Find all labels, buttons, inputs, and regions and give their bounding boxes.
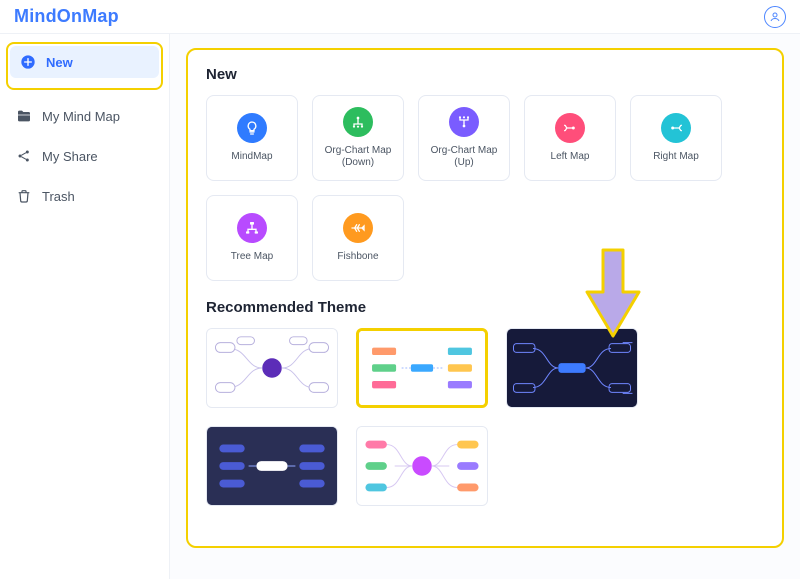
sidebar-label-myshare: My Share [42, 149, 98, 164]
fish-icon [343, 213, 373, 243]
template-label: Fishbone [333, 251, 382, 263]
brand-logo: MindOnMap [14, 6, 119, 27]
template-card[interactable]: MindMap [206, 95, 298, 181]
profile-avatar[interactable] [764, 6, 786, 28]
sidebar-label-mymindmap: My Mind Map [42, 109, 120, 124]
orgup-icon [449, 107, 479, 137]
share-icon [16, 148, 32, 164]
template-label: Tree Map [227, 251, 277, 263]
tree-icon [237, 213, 267, 243]
theme-card[interactable] [506, 328, 638, 408]
template-card[interactable]: Right Map [630, 95, 722, 181]
section-title-themes: Recommended Theme [206, 299, 764, 316]
theme-row [206, 328, 764, 506]
left-icon [555, 113, 585, 143]
template-card[interactable]: Fishbone [312, 195, 404, 281]
sidebar-label-new: New [46, 55, 73, 70]
section-title-new: New [206, 66, 764, 83]
template-label: Org-Chart Map (Down) [313, 145, 403, 169]
sidebar-item-mymindmap[interactable]: My Mind Map [6, 100, 163, 132]
template-card[interactable]: Tree Map [206, 195, 298, 281]
content-panel: New MindMap Org-Chart Map (Down) Org-Chart… [186, 48, 784, 548]
template-row: MindMap Org-Chart Map (Down) Org-Chart Map… [206, 95, 764, 281]
topbar: MindOnMap [0, 0, 800, 34]
sidebar-item-trash[interactable]: Trash [6, 180, 163, 212]
template-label: Right Map [649, 151, 703, 163]
template-label: Left Map [547, 151, 594, 163]
template-label: MindMap [227, 151, 276, 163]
template-label: Org-Chart Map (Up) [419, 145, 509, 169]
main-area: New MindMap Org-Chart Map (Down) Org-Chart… [170, 34, 800, 579]
bulb-icon [237, 113, 267, 143]
orgdown-icon [343, 107, 373, 137]
user-icon [769, 11, 781, 23]
theme-card[interactable] [206, 426, 338, 506]
right-icon [661, 113, 691, 143]
template-card[interactable]: Left Map [524, 95, 616, 181]
theme-card[interactable] [356, 426, 488, 506]
sidebar-item-new[interactable]: New [10, 46, 159, 78]
sidebar-new-highlight: New [6, 42, 163, 90]
template-card[interactable]: Org-Chart Map (Down) [312, 95, 404, 181]
brand-name: indOnMap [29, 6, 119, 26]
sidebar-item-myshare[interactable]: My Share [6, 140, 163, 172]
sidebar: New My Mind Map My Share Trash [0, 34, 170, 579]
folder-icon [16, 108, 32, 124]
sidebar-label-trash: Trash [42, 189, 75, 204]
theme-card[interactable] [206, 328, 338, 408]
trash-icon [16, 188, 32, 204]
plus-circle-icon [20, 54, 36, 70]
template-card[interactable]: Org-Chart Map (Up) [418, 95, 510, 181]
theme-card[interactable] [356, 328, 488, 408]
